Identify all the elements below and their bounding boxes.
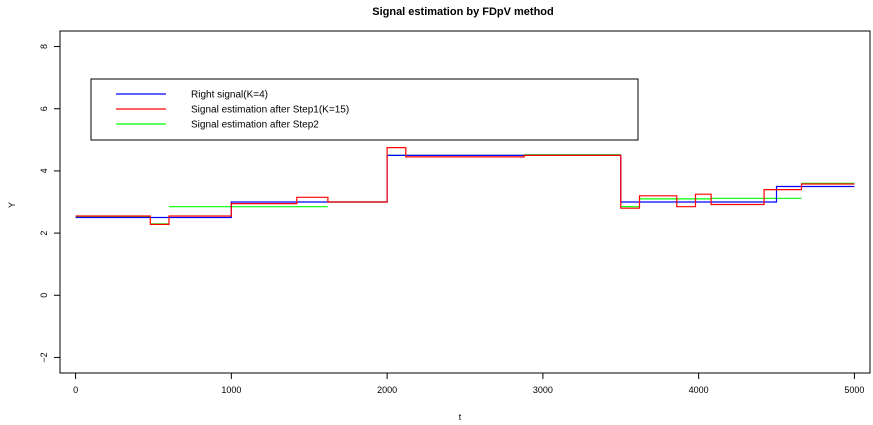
y-axis: −2 0 2 4 6 8 bbox=[39, 44, 61, 363]
legend: Right signal(K=4) Signal estimation after… bbox=[90, 78, 639, 141]
series-line-2 bbox=[75, 154, 855, 225]
x-tick-label: 2000 bbox=[377, 385, 397, 395]
y-tick-label: 8 bbox=[39, 44, 49, 49]
x-tick-label: 5000 bbox=[844, 385, 864, 395]
y-tick-label: 6 bbox=[39, 106, 49, 111]
series-layer bbox=[75, 147, 855, 225]
legend-label-2: Signal estimation after Step2 bbox=[191, 120, 319, 131]
legend-label-1: Signal estimation after Step1(K=15) bbox=[191, 105, 349, 116]
series-line-1 bbox=[75, 147, 855, 225]
y-tick-label: 2 bbox=[39, 231, 49, 236]
series-line-0 bbox=[75, 154, 855, 219]
y-tick-label: −2 bbox=[39, 352, 49, 362]
legend-label-0: Right signal(K=4) bbox=[191, 90, 268, 101]
x-tick-label: 0 bbox=[73, 385, 78, 395]
x-axis: 0 1000 2000 3000 4000 5000 bbox=[73, 372, 864, 395]
y-tick-label: 4 bbox=[39, 168, 49, 173]
x-tick-label: 3000 bbox=[533, 385, 553, 395]
y-axis-label: Y bbox=[7, 202, 17, 208]
x-tick-label: 4000 bbox=[689, 385, 709, 395]
chart-title: Signal estimation by FDpV method bbox=[372, 6, 554, 18]
legend-box bbox=[90, 78, 639, 141]
x-tick-label: 1000 bbox=[221, 385, 241, 395]
y-tick-label: 0 bbox=[39, 293, 49, 298]
x-axis-label: t bbox=[459, 412, 462, 422]
